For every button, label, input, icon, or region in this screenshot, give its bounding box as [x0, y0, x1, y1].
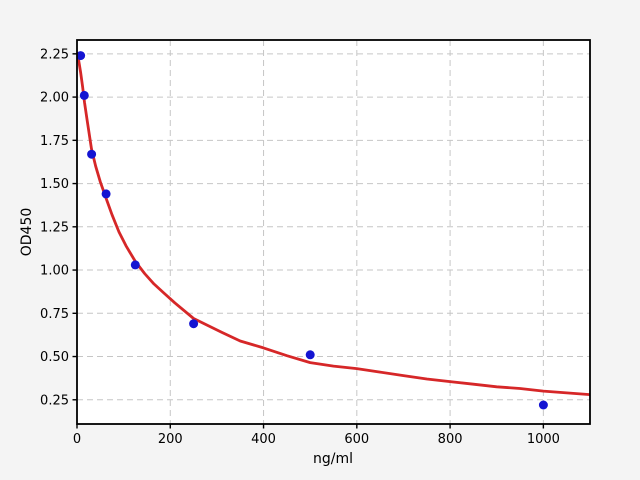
y-tick-label: 1.25	[40, 220, 69, 235]
gridlines	[76, 40, 590, 424]
data-point	[87, 149, 97, 159]
x-tick-label: 0	[73, 432, 81, 447]
data-point	[189, 319, 199, 329]
y-tick-label: 1.50	[40, 177, 69, 192]
x-tick-label: 600	[344, 432, 369, 447]
data-point	[79, 90, 89, 100]
plot-area	[77, 40, 590, 424]
y-tick-label: 1.00	[40, 264, 69, 279]
data-point	[305, 350, 315, 360]
x-tick-label: 200	[158, 432, 183, 447]
data-point	[101, 189, 111, 199]
y-axis-label: OD450	[19, 208, 35, 257]
x-tick-label: 800	[438, 432, 463, 447]
x-tick-label: 1000	[527, 432, 560, 447]
data-point	[130, 260, 140, 270]
x-tick-label: 400	[251, 432, 276, 447]
y-tick-label: 0.50	[40, 350, 69, 365]
x-axis-label: ng/ml	[313, 451, 353, 467]
data-points	[77, 51, 548, 410]
y-tick-label: 1.75	[40, 134, 69, 149]
y-tick-label: 2.00	[40, 91, 69, 106]
y-tick-label: 0.75	[40, 307, 69, 322]
data-point	[77, 51, 86, 61]
fit-curve-line	[77, 51, 590, 396]
y-tick-label: 0.25	[40, 393, 69, 408]
data-point	[538, 400, 548, 410]
axes-border	[76, 39, 591, 425]
tick-marks	[72, 53, 545, 429]
y-tick-label: 2.25	[40, 47, 69, 62]
